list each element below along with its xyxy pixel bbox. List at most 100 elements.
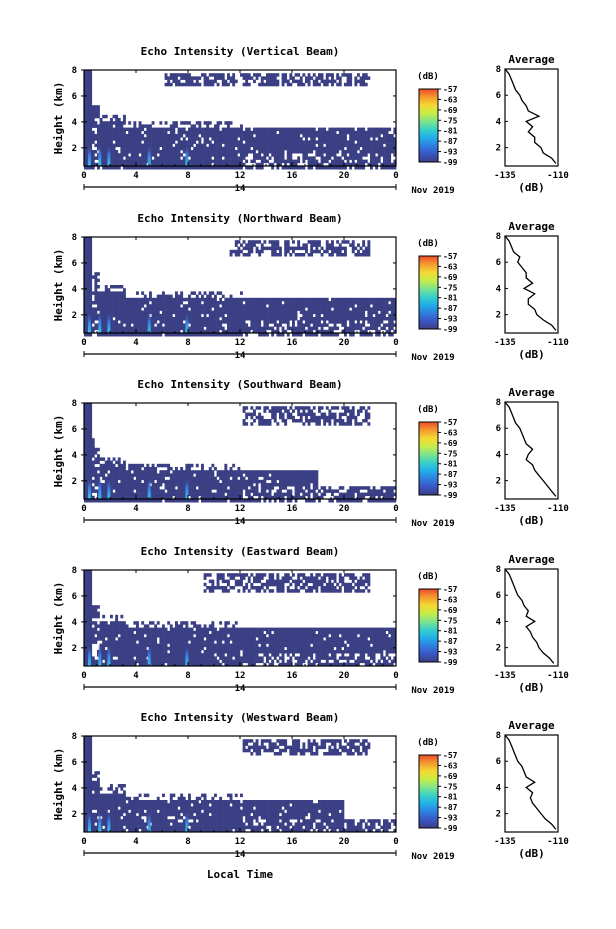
colorbar-tick-label: -87 (443, 803, 458, 812)
x-tick-label: 8 (185, 338, 190, 348)
colorbar-label: (dB) (417, 72, 439, 82)
y-axis-label: Height (km) (52, 82, 65, 155)
average-profile-line (504, 401, 557, 497)
colorbar (418, 421, 439, 496)
average-title: Average (508, 220, 555, 233)
y-tick-label: 6 (72, 92, 77, 102)
colorbar-tick-label: -57 (443, 252, 458, 261)
average-y-tick-label: 8 (496, 398, 501, 408)
average-y-tick-label: 6 (496, 258, 501, 268)
strong-echo-streak (147, 643, 151, 666)
colorbar-tick-label: -57 (443, 751, 458, 760)
average-x-label: (dB) (518, 348, 545, 361)
average-x-tick-label: -135 (494, 504, 516, 514)
y-tick-label: 4 (72, 118, 78, 128)
colorbar-tick-label: -99 (443, 158, 458, 167)
average-x-label: (dB) (518, 181, 545, 194)
average-y-tick-label: 4 (496, 617, 502, 627)
panel-0: Echo Intensity (Vertical Beam) 2 4 6 8 Height… (52, 45, 569, 196)
x-tick-label: 16 (287, 171, 298, 181)
day-label: 14 (235, 684, 246, 694)
x-tick-label: 0 (81, 504, 86, 514)
colorbar-label: (dB) (417, 572, 439, 582)
strong-echo-streak (147, 809, 151, 832)
average-frame (504, 734, 559, 833)
strong-echo-streak (98, 143, 102, 166)
y-tick-label: 4 (72, 618, 78, 628)
y-tick-label: 8 (72, 66, 77, 76)
colorbar-tick-label: -81 (443, 127, 458, 136)
average-frame (504, 401, 559, 500)
colorbar-tick-label: -99 (443, 325, 458, 334)
x-tick-label: 0 (393, 837, 398, 847)
x-tick-label: 8 (185, 504, 190, 514)
heatmap-cells (84, 570, 397, 667)
average-title: Average (508, 53, 555, 66)
x-tick-label: 0 (81, 338, 86, 348)
y-axis-label: Height (km) (52, 582, 65, 655)
panel-4: Echo Intensity (Westward Beam) 2 4 6 8 Height… (52, 711, 569, 862)
average-profile-line (504, 734, 557, 830)
heatmap-cells (84, 237, 397, 337)
average-x-tick-label: -110 (547, 504, 569, 514)
colorbar-tick-label: -75 (443, 782, 458, 791)
y-tick-label: 8 (72, 233, 77, 243)
heatmap-cells (84, 736, 397, 833)
average-y-tick-label: 8 (496, 731, 501, 741)
colorbar (418, 588, 439, 663)
y-tick-label: 6 (72, 259, 77, 269)
y-tick-label: 8 (72, 566, 77, 576)
average-profile-line (504, 568, 555, 664)
colorbar-tick-label: -99 (443, 658, 458, 667)
strong-echo-streak (107, 143, 111, 166)
average-y-tick-label: 4 (496, 783, 502, 793)
colorbar-tick-label: -75 (443, 116, 458, 125)
strong-echo-streak (98, 809, 102, 832)
colorbar-tick-label: -63 (443, 595, 458, 604)
average-x-tick-label: -110 (547, 671, 569, 681)
strong-echo-streak (147, 310, 151, 333)
colorbar-tick-label: -93 (443, 648, 458, 657)
colorbar-tick-label: -93 (443, 148, 458, 157)
colorbar-tick-label: -57 (443, 85, 458, 94)
x-tick-label: 8 (185, 837, 190, 847)
y-axis-label: Height (km) (52, 249, 65, 322)
x-tick-label: 12 (235, 171, 246, 181)
strong-echo-streak (87, 643, 91, 666)
average-x-tick-label: -110 (547, 837, 569, 847)
colorbar-tick-label: -57 (443, 418, 458, 427)
colorbar-label: (dB) (417, 239, 439, 249)
x-tick-label: 0 (393, 338, 398, 348)
x-tick-label: 0 (393, 671, 398, 681)
average-title: Average (508, 719, 555, 732)
colorbar-tick-label: -69 (443, 106, 458, 115)
x-axis-label: Local Time (207, 868, 274, 881)
average-y-tick-label: 8 (496, 232, 501, 242)
average-x-tick-label: -135 (494, 671, 516, 681)
average-title: Average (508, 386, 555, 399)
colorbar-tick-label: -63 (443, 262, 458, 271)
colorbar-tick-label: -81 (443, 460, 458, 469)
strong-echo-streak (98, 310, 102, 333)
date-label: Nov 2019 (411, 852, 454, 862)
average-frame (504, 68, 559, 167)
average-x-tick-label: -135 (494, 837, 516, 847)
panel-title: Echo Intensity (Westward Beam) (141, 711, 340, 724)
strong-echo-streak (185, 643, 189, 666)
colorbar-tick-label: -81 (443, 294, 458, 303)
average-y-tick-label: 8 (496, 565, 501, 575)
colorbar-tick-label: -63 (443, 428, 458, 437)
heatmap-cells (84, 403, 397, 503)
average-y-tick-label: 4 (496, 117, 502, 127)
average-y-tick-label: 2 (496, 644, 501, 654)
average-y-tick-label: 6 (496, 424, 501, 434)
colorbar (418, 88, 439, 163)
strong-echo-streak (147, 143, 151, 166)
x-tick-label: 16 (287, 504, 298, 514)
y-tick-label: 2 (72, 477, 77, 487)
strong-echo-streak (98, 643, 102, 666)
y-tick-label: 4 (72, 784, 78, 794)
colorbar-tick-label: -99 (443, 824, 458, 833)
x-tick-label: 4 (133, 837, 139, 847)
average-x-tick-label: -110 (547, 338, 569, 348)
